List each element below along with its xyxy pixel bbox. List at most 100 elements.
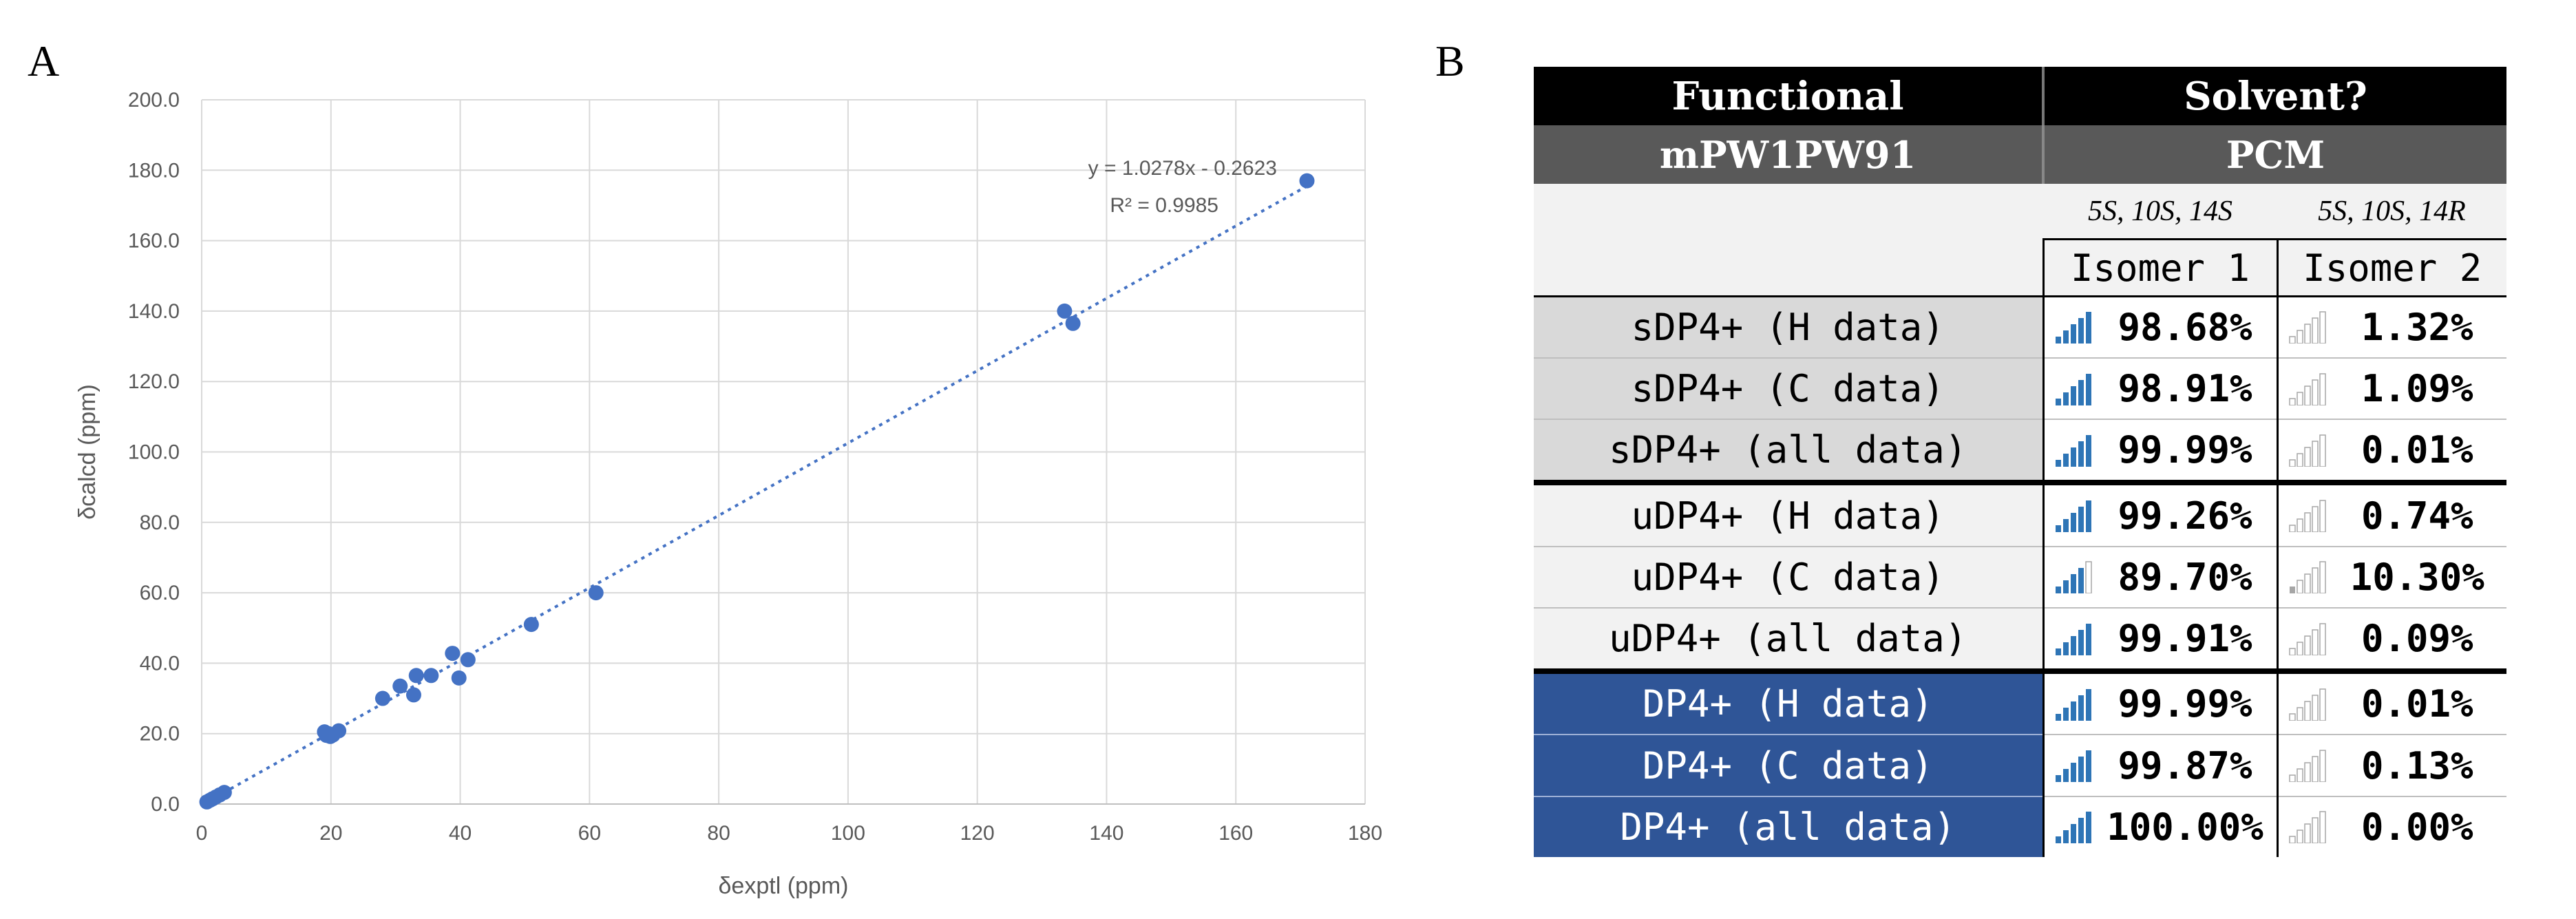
probability-cell: 98.68% (2045, 297, 2277, 357)
signal-bar (2085, 812, 2091, 844)
signal-bar (2055, 525, 2061, 533)
signal-bar (2319, 811, 2326, 844)
isomer-1-probability: 89.70% (2042, 545, 2277, 608)
probability-cell: 89.70% (2045, 547, 2277, 607)
signal-bar (2078, 441, 2084, 467)
signal-bar (2084, 561, 2092, 594)
signal-bar (2288, 459, 2296, 467)
data-point (460, 652, 476, 668)
signal-bar (2303, 573, 2311, 594)
signal-bar (2296, 518, 2303, 533)
x-tick-label: 120 (960, 822, 995, 845)
signal-bar (2296, 830, 2303, 844)
probability-value: 0.74% (2361, 494, 2473, 538)
signal-bar (2296, 330, 2303, 344)
signal-bar (2296, 453, 2303, 467)
y-tick-label: 60.0 (140, 582, 180, 604)
signal-bars-icon (2055, 561, 2092, 594)
signal-bar (2078, 568, 2084, 594)
signal-bar (2296, 641, 2303, 655)
scatter-chart: 0 20 40 60 80 100 120 140 160 180 0.0 20.0 40.0 60.0 8… (74, 89, 1382, 899)
signal-bar (2319, 311, 2326, 344)
signal-bar (2311, 441, 2319, 467)
table-row: DP4+ (H data) 99.99% 0.01% (1534, 668, 2507, 735)
signal-bar (2085, 434, 2091, 467)
signal-bar (2070, 513, 2076, 533)
signal-bars-icon (2289, 561, 2326, 594)
signal-bars-icon (2055, 500, 2091, 533)
data-point (392, 678, 408, 694)
data-point (445, 646, 461, 662)
signal-bars-icon (2288, 372, 2326, 405)
probability-cell: 0.00% (2279, 797, 2507, 857)
signal-bar (2055, 459, 2061, 467)
signal-bar (2085, 312, 2091, 344)
table-row: uDP4+ (C data) 89.70% 10.30% (1534, 545, 2507, 608)
blank-corner (1534, 184, 2043, 297)
table-row: uDP4+ (all data) 99.91% 0.09% (1534, 606, 2507, 672)
signal-bar (2303, 701, 2311, 721)
signal-bar (2055, 775, 2061, 783)
probability-value: 89.70% (2118, 555, 2252, 599)
x-tick-label: 40 (449, 822, 472, 845)
signal-bars-icon (2288, 688, 2326, 721)
probability-value: 100.00% (2107, 805, 2263, 849)
signal-bar (2303, 324, 2311, 344)
signal-bar (2062, 330, 2069, 344)
probability-cell: 99.91% (2045, 609, 2277, 668)
row-label: DP4+ (all data) (1534, 795, 2043, 857)
probability-value: 1.32% (2361, 305, 2473, 349)
signal-bar (2288, 713, 2296, 721)
probability-value: 0.09% (2361, 617, 2473, 661)
table-row: sDP4+ (H data) 98.68% 1.32% (1534, 295, 2507, 358)
probability-value: 99.87% (2118, 743, 2252, 788)
signal-bar (2078, 318, 2084, 344)
row-label: DP4+ (C data) (1534, 734, 2043, 796)
signal-bar (2085, 750, 2091, 783)
y-tick-label: 120.0 (128, 370, 180, 393)
data-point (1057, 303, 1073, 319)
signal-bar (2062, 392, 2069, 405)
signal-bars-icon (2055, 623, 2091, 655)
signal-bar (2288, 774, 2296, 783)
probability-value: 0.01% (2361, 428, 2473, 472)
isomer-2-probability: 0.00% (2276, 795, 2507, 857)
data-point (588, 585, 604, 601)
signal-bar (2070, 574, 2076, 594)
table-row: DP4+ (all data) 100.00% 0.00% (1534, 795, 2507, 857)
row-label: DP4+ (H data) (1534, 668, 2043, 735)
y-tick-label: 140.0 (128, 300, 180, 323)
data-point (1065, 315, 1081, 331)
isomer-2-probability: 10.30% (2276, 545, 2507, 608)
signal-bars-icon (2055, 750, 2091, 783)
functional-value: mPW1PW91 (1534, 125, 2045, 184)
config-isomer-2: 5S, 10S, 14R (2277, 184, 2507, 240)
signal-bar (2062, 707, 2069, 721)
table-row: uDP4+ (H data) 99.26% 0.74% (1534, 480, 2507, 547)
x-tick-label: 160 (1218, 822, 1253, 845)
signal-bar (2288, 647, 2296, 655)
probability-value: 1.09% (2361, 367, 2473, 410)
y-tick-label: 40.0 (140, 652, 180, 675)
isomer-2-header: Isomer 2 (2276, 238, 2507, 297)
y-tick-label: 20.0 (140, 723, 180, 746)
data-point (408, 668, 424, 684)
probability-cell: 99.87% (2045, 735, 2277, 795)
y-tick-label: 160.0 (128, 230, 180, 253)
signal-bar (2078, 695, 2084, 721)
signal-bar (2070, 447, 2076, 467)
signal-bar (2319, 561, 2326, 594)
signal-bar (2296, 768, 2303, 783)
config-isomer-1: 5S, 10S, 14S (2043, 184, 2277, 240)
probability-value: 0.00% (2361, 805, 2473, 849)
panel-a-label: A (28, 36, 60, 85)
signal-bar (2078, 379, 2084, 405)
data-point (1299, 173, 1315, 189)
signal-bar (2062, 519, 2069, 533)
signal-bar (2085, 500, 2091, 533)
signal-bar (2055, 398, 2061, 405)
x-tick-label: 140 (1089, 822, 1123, 845)
row-label: sDP4+ (C data) (1534, 357, 2043, 420)
probability-value: 10.30% (2350, 555, 2484, 599)
signal-bar (2303, 385, 2311, 405)
